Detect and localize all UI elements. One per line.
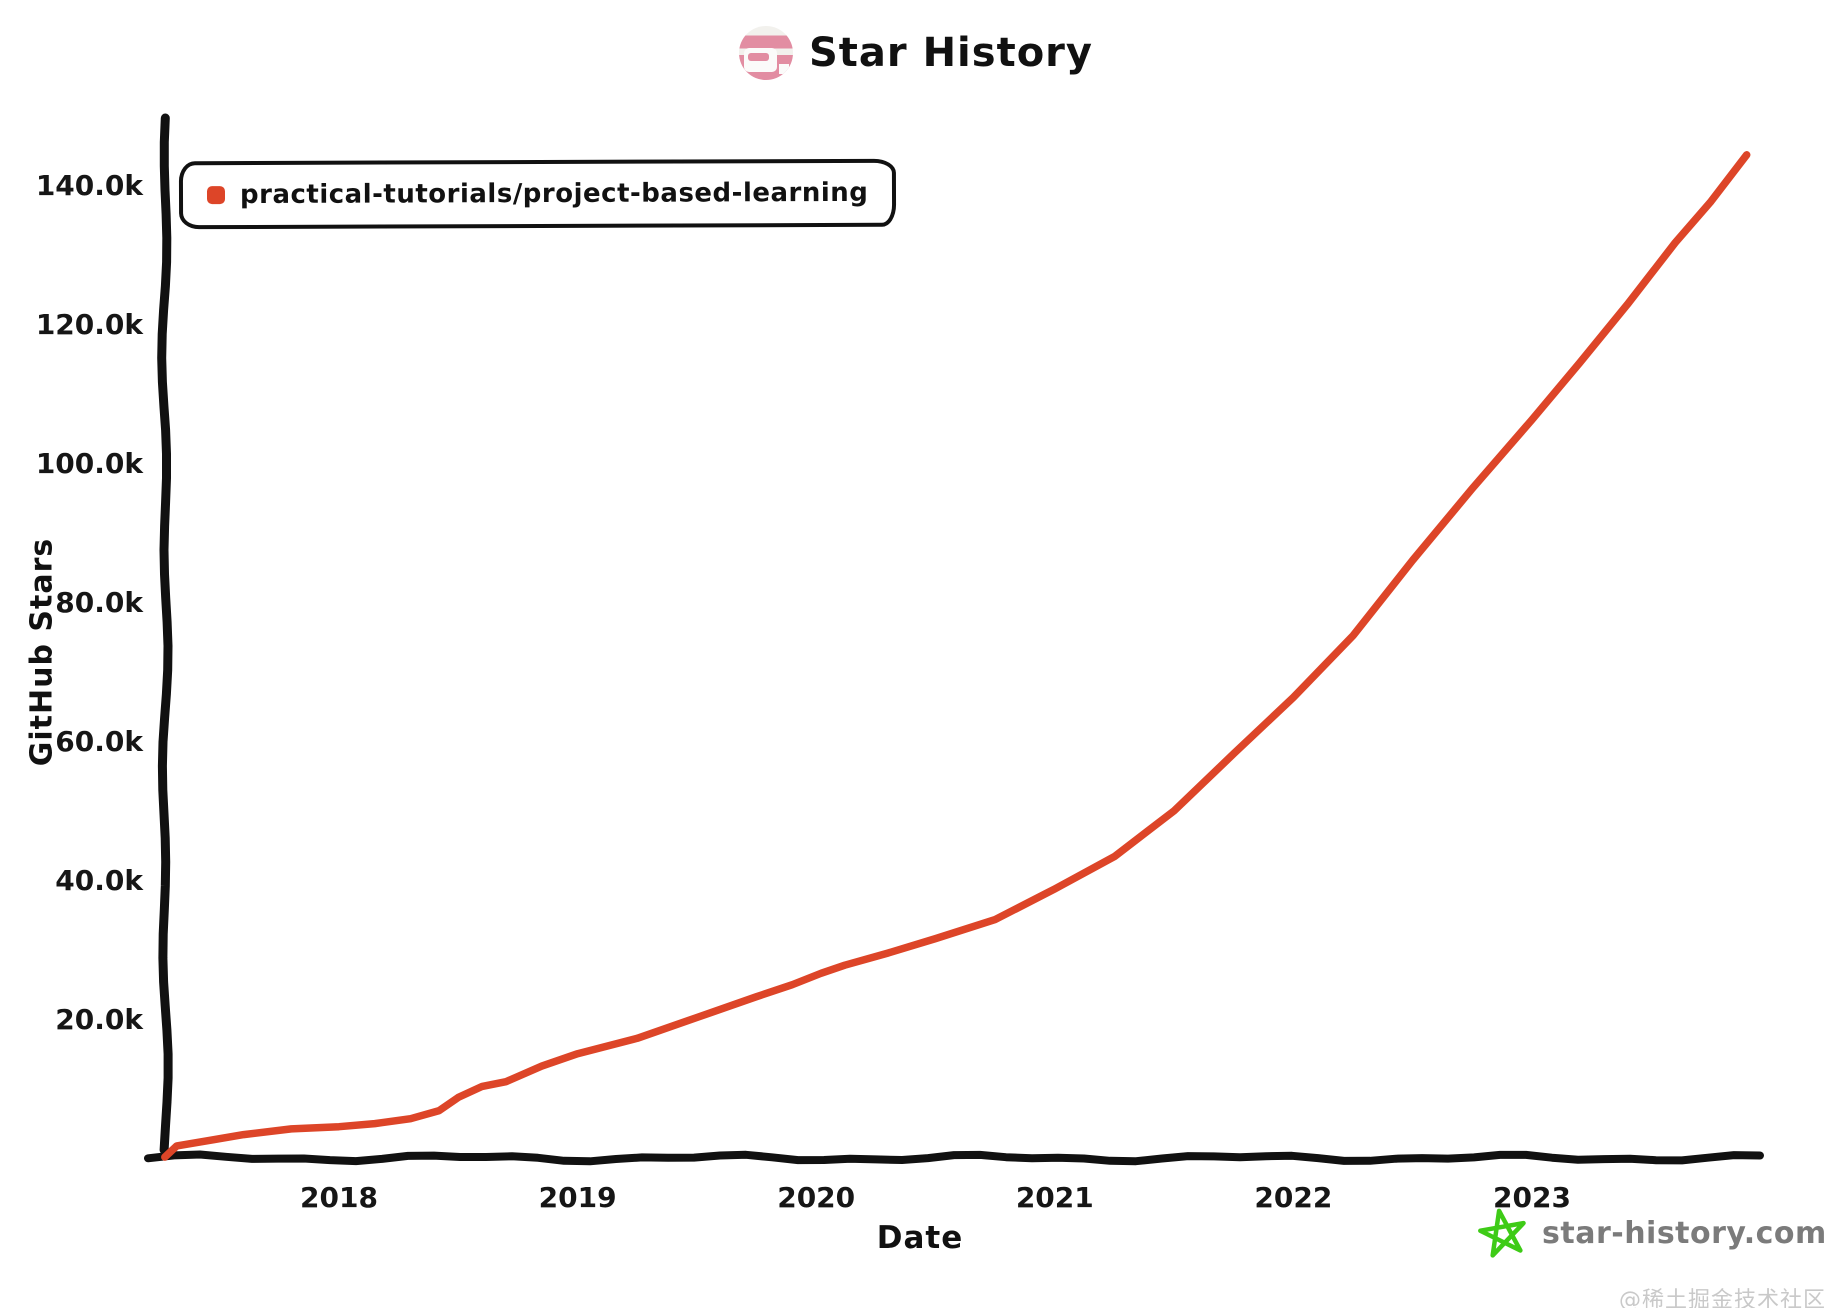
star-history-site-link[interactable]: star-history.com	[1476, 1206, 1827, 1260]
green-star-icon	[1478, 1208, 1526, 1258]
y-tick-label: 140.0k	[36, 169, 145, 202]
site-url-label: star-history.com	[1542, 1215, 1827, 1251]
header: Star History	[0, 26, 1832, 80]
x-tick-label: 2021	[1016, 1181, 1094, 1214]
legend: practical-tutorials/project-based-learni…	[178, 158, 897, 230]
page-title: Star History	[809, 30, 1093, 76]
logo-drawer-stripe-shape	[747, 53, 770, 61]
y-tick-label: 80.0k	[55, 586, 144, 619]
x-axis-title: Date	[876, 1220, 964, 1256]
legend-item-label: practical-tutorials/project-based-learni…	[239, 177, 869, 211]
y-tick-label: 40.0k	[55, 864, 144, 897]
legend-item[interactable]: practical-tutorials/project-based-learni…	[206, 177, 869, 211]
x-tick-label: 2022	[1254, 1181, 1332, 1214]
x-axis-line	[144, 1150, 1764, 1166]
y-tick-label: 100.0k	[36, 447, 145, 480]
x-tick-label: 2023	[1493, 1181, 1571, 1214]
series-line-practical-tutorials	[161, 151, 1751, 1161]
x-tick-label: 2019	[539, 1181, 617, 1214]
legend-marker-icon	[206, 186, 226, 205]
x-tick-label: 2020	[777, 1181, 855, 1214]
y-tick-label: 60.0k	[55, 725, 144, 758]
y-axis-line	[157, 113, 173, 1155]
star-history-logo-icon	[739, 26, 793, 80]
y-tick-label: 120.0k	[36, 308, 145, 341]
x-tick-label: 2018	[300, 1181, 378, 1214]
logo-notch-shape	[778, 63, 789, 74]
y-tick-label: 20.0k	[55, 1003, 144, 1036]
watermark-label: @稀土掘金技术社区	[1618, 1288, 1826, 1308]
y-axis-title: GitHub Stars	[24, 537, 60, 767]
